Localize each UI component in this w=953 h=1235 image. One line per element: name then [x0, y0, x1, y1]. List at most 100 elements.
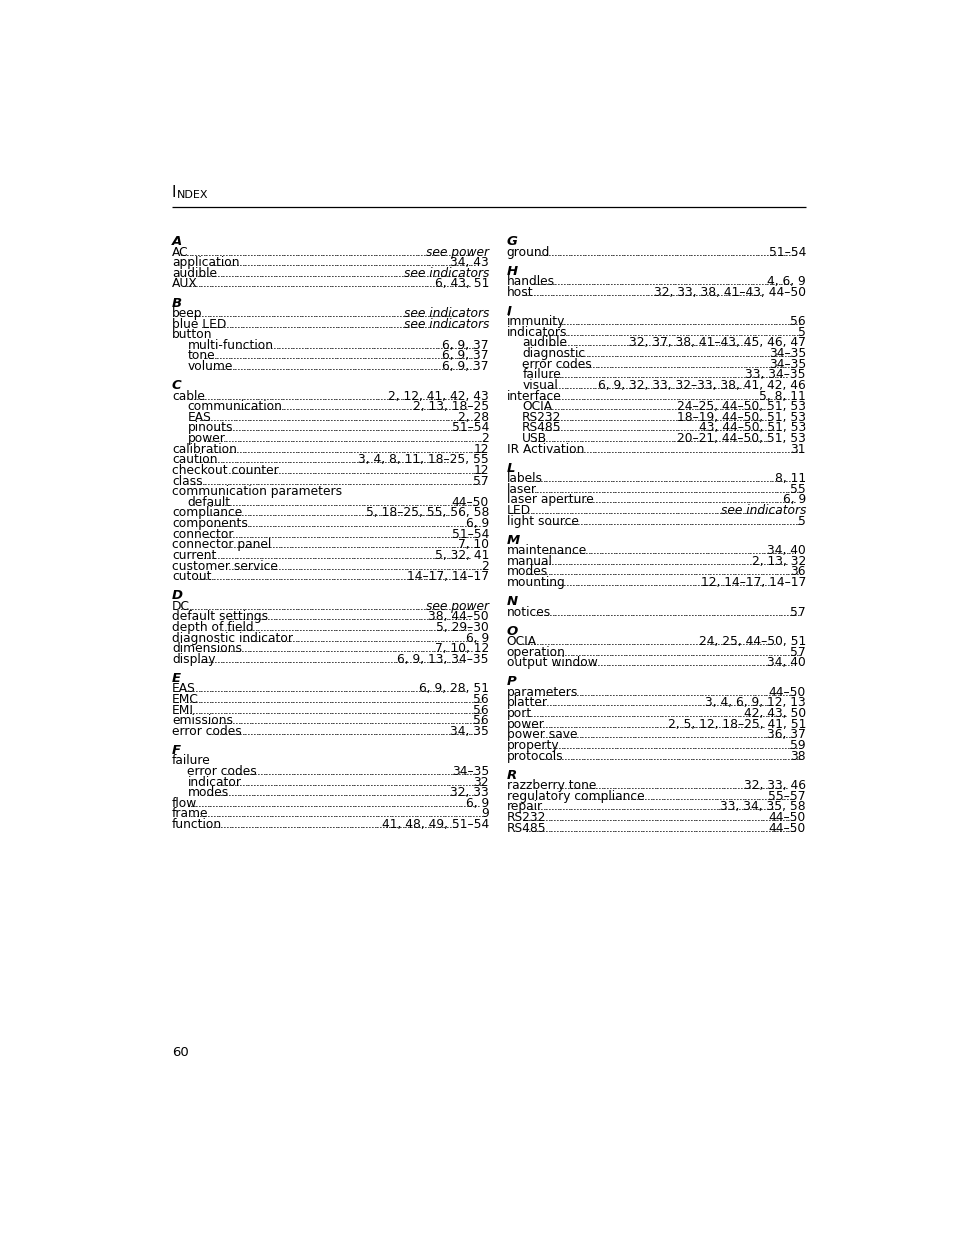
- Text: .: .: [384, 683, 388, 695]
- Text: E: E: [172, 672, 181, 685]
- Text: function: function: [172, 818, 222, 831]
- Text: .: .: [776, 545, 781, 557]
- Text: .: .: [705, 656, 709, 669]
- Text: .: .: [371, 308, 375, 320]
- Text: .: .: [641, 326, 645, 338]
- Text: .: .: [212, 714, 215, 727]
- Text: .: .: [463, 421, 467, 435]
- Text: .: .: [616, 576, 619, 589]
- Text: .: .: [679, 246, 682, 258]
- Text: .: .: [364, 464, 368, 477]
- Text: .: .: [694, 750, 698, 762]
- Text: .: .: [748, 432, 752, 445]
- Text: .: .: [190, 797, 193, 810]
- Text: .: .: [260, 350, 264, 363]
- Text: .: .: [268, 389, 272, 403]
- Text: .: .: [250, 432, 253, 445]
- Text: .: .: [584, 789, 588, 803]
- Text: .: .: [729, 411, 733, 424]
- Text: .: .: [676, 246, 679, 258]
- Text: .: .: [729, 697, 733, 709]
- Text: .: .: [641, 432, 645, 445]
- Text: razzberry tone: razzberry tone: [506, 779, 596, 792]
- Text: .: .: [613, 635, 617, 648]
- Text: .: .: [321, 474, 325, 488]
- Text: .: .: [454, 464, 457, 477]
- Text: .: .: [556, 800, 559, 814]
- Text: .: .: [294, 411, 297, 424]
- Text: .: .: [245, 308, 249, 320]
- Text: .: .: [563, 336, 567, 350]
- Text: .: .: [405, 600, 410, 613]
- Text: .: .: [753, 750, 757, 762]
- Text: .: .: [208, 350, 212, 363]
- Text: .: .: [306, 776, 310, 789]
- Text: .: .: [779, 729, 782, 741]
- Text: .: .: [212, 361, 215, 373]
- Text: .: .: [253, 600, 256, 613]
- Text: .: .: [449, 714, 453, 727]
- Text: .: .: [247, 432, 252, 445]
- Text: .: .: [353, 631, 356, 645]
- Text: .: .: [665, 421, 669, 435]
- Text: .: .: [725, 483, 729, 495]
- Text: .: .: [780, 605, 783, 619]
- Text: .: .: [702, 821, 707, 835]
- Text: .: .: [350, 453, 354, 467]
- Text: .: .: [761, 646, 765, 658]
- Text: .: .: [749, 411, 753, 424]
- Text: .: .: [238, 246, 242, 258]
- Text: .: .: [213, 704, 217, 716]
- Text: .: .: [741, 442, 745, 456]
- Text: .: .: [559, 347, 563, 361]
- Text: .: .: [567, 800, 571, 814]
- Text: .: .: [703, 800, 707, 814]
- Text: .: .: [294, 538, 297, 551]
- Text: .: .: [550, 368, 554, 382]
- Text: .: .: [245, 278, 249, 290]
- Text: .: .: [589, 483, 593, 495]
- Text: .: .: [578, 494, 581, 506]
- Text: .: .: [459, 338, 463, 352]
- Text: .: .: [772, 315, 776, 329]
- Text: .: .: [223, 621, 227, 634]
- Text: .: .: [455, 527, 458, 541]
- Text: .: .: [437, 308, 441, 320]
- Text: .: .: [631, 545, 635, 557]
- Text: .: .: [278, 704, 282, 716]
- Text: .: .: [380, 442, 384, 456]
- Text: .: .: [415, 683, 418, 695]
- Text: .: .: [315, 764, 319, 778]
- Text: .: .: [297, 453, 301, 467]
- Text: .: .: [210, 808, 213, 820]
- Text: .: .: [661, 472, 665, 485]
- Text: .: .: [239, 818, 243, 831]
- Text: .: .: [284, 361, 288, 373]
- Text: .: .: [712, 326, 716, 338]
- Text: .: .: [428, 550, 432, 562]
- Text: .: .: [241, 600, 245, 613]
- Text: .: .: [385, 474, 389, 488]
- Text: .: .: [450, 517, 454, 530]
- Text: .: .: [569, 566, 573, 578]
- Text: .: .: [694, 635, 698, 648]
- Text: .: .: [258, 693, 262, 706]
- Text: .: .: [284, 714, 289, 727]
- Text: .: .: [697, 646, 700, 658]
- Text: .: .: [219, 704, 223, 716]
- Text: .: .: [311, 653, 314, 666]
- Text: .: .: [196, 571, 200, 583]
- Text: .: .: [411, 571, 415, 583]
- Text: .: .: [229, 389, 233, 403]
- Text: .: .: [538, 750, 542, 762]
- Text: .: .: [626, 275, 630, 288]
- Text: .: .: [375, 432, 379, 445]
- Text: .: .: [283, 693, 288, 706]
- Text: .: .: [458, 725, 462, 737]
- Text: .: .: [446, 474, 450, 488]
- Text: .: .: [352, 506, 355, 520]
- Text: .: .: [633, 566, 637, 578]
- Text: .: .: [420, 338, 424, 352]
- Text: .: .: [733, 358, 737, 370]
- Text: .: .: [273, 797, 276, 810]
